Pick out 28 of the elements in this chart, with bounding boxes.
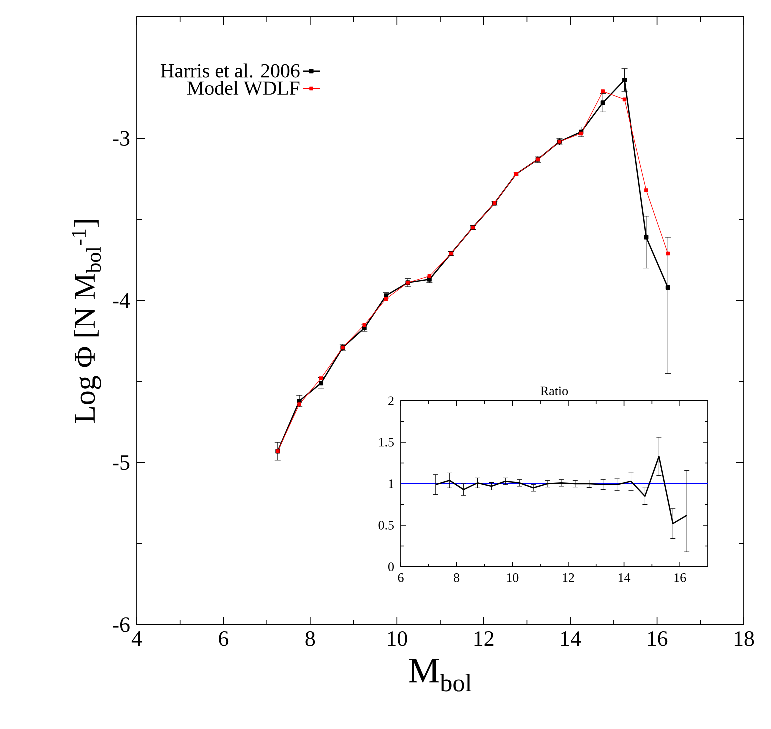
x-tick-label: 16 [674, 574, 686, 582]
legend-label: Model WDLF [188, 81, 300, 96]
x-tick-label: 4 [132, 632, 142, 646]
x-axis-title: M$_{bol}$ [409, 659, 472, 692]
x-tick-label: 8 [306, 632, 316, 646]
x-tick-label: 6 [219, 632, 229, 646]
x-tick-label: 10 [388, 632, 408, 646]
y-axis-title: Log Φ [N M$_{bol}$$^{-1}$] [72, 220, 102, 423]
x-tick-label: 14 [562, 632, 582, 646]
y-tick-label: 1 [389, 480, 394, 488]
x-tick-label: 10 [507, 574, 519, 582]
y-tick-label: 2 [388, 396, 394, 406]
x-tick-label: 16 [648, 632, 668, 646]
x-tick-label: 18 [734, 632, 754, 646]
y-tick-label: 1.5 [379, 438, 394, 447]
chart-title: Ratio [540, 386, 568, 396]
x-tick-label: 12 [563, 574, 574, 582]
y-tick-label: -3 [113, 131, 130, 146]
y-tick-label: -4 [113, 294, 130, 308]
y-tick-label: -6 [113, 618, 130, 632]
x-tick-label: 6 [398, 574, 404, 582]
x-tick-label: 12 [474, 632, 494, 646]
y-tick-label: 0.5 [378, 521, 394, 530]
y-tick-label: 0 [388, 562, 394, 572]
legend-label: Harris et al. 2006 [160, 64, 300, 78]
x-tick-label: 8 [454, 574, 460, 582]
y-tick-label: -5 [113, 456, 130, 470]
x-tick-label: 14 [618, 574, 631, 582]
